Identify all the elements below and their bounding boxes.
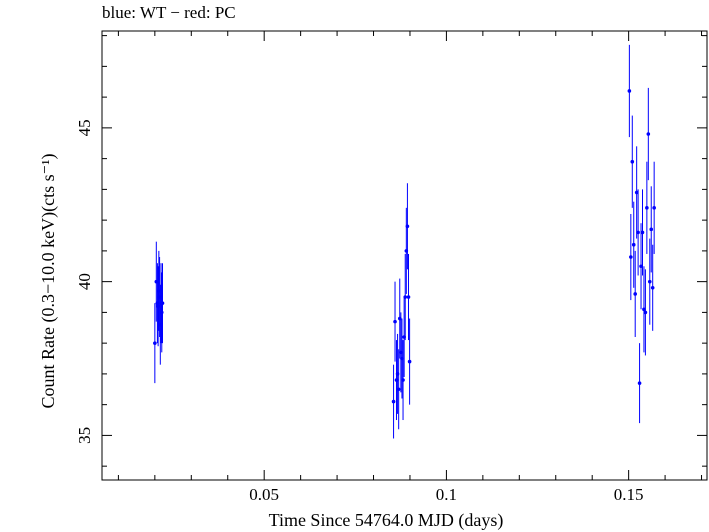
data-point [636, 230, 640, 235]
data-point [391, 399, 396, 404]
data-point [646, 132, 651, 136]
data-point [159, 310, 164, 315]
data-point [637, 381, 642, 385]
y-tick-label: 40 [75, 273, 94, 290]
data-point [627, 89, 632, 93]
data-point [403, 295, 408, 299]
data-point [650, 285, 655, 290]
data-point [393, 319, 397, 324]
x-tick-label: 0.15 [614, 485, 644, 504]
y-tick-label: 45 [75, 119, 94, 136]
data-point [652, 206, 656, 210]
data-point [629, 255, 633, 259]
data-point [649, 227, 654, 232]
data-point [405, 224, 410, 229]
x-axis-label: Time Since 54764.0 MJD (days) [269, 510, 504, 531]
data-point [160, 301, 165, 305]
series-WT [153, 44, 656, 439]
data-point [647, 279, 652, 284]
data-point [406, 295, 411, 299]
data-point [401, 378, 405, 382]
data-point [631, 242, 636, 247]
data-point [643, 310, 648, 315]
y-axis-label: Count Rate (0.3−10.0 keV)(cts s⁻¹) [38, 153, 59, 408]
chart-title: blue: WT − red: PC [102, 3, 236, 22]
data-point [396, 387, 401, 392]
x-tick-label: 0.05 [249, 485, 279, 504]
x-tick-label: 0.1 [436, 485, 457, 504]
tick-labels: 0.05 0.1 0.15 35 40 45 [75, 119, 644, 504]
data-points [153, 44, 656, 439]
data-point [639, 264, 643, 269]
data-point [407, 359, 412, 364]
data-point [153, 341, 157, 345]
axis-ticks [102, 31, 707, 480]
data-point [634, 190, 639, 195]
data-point [645, 206, 649, 210]
data-point [640, 230, 645, 235]
data-point [642, 307, 646, 312]
data-point [630, 159, 635, 164]
data-point [633, 292, 638, 296]
y-tick-label: 35 [75, 427, 94, 444]
plot-frame [101, 30, 708, 481]
